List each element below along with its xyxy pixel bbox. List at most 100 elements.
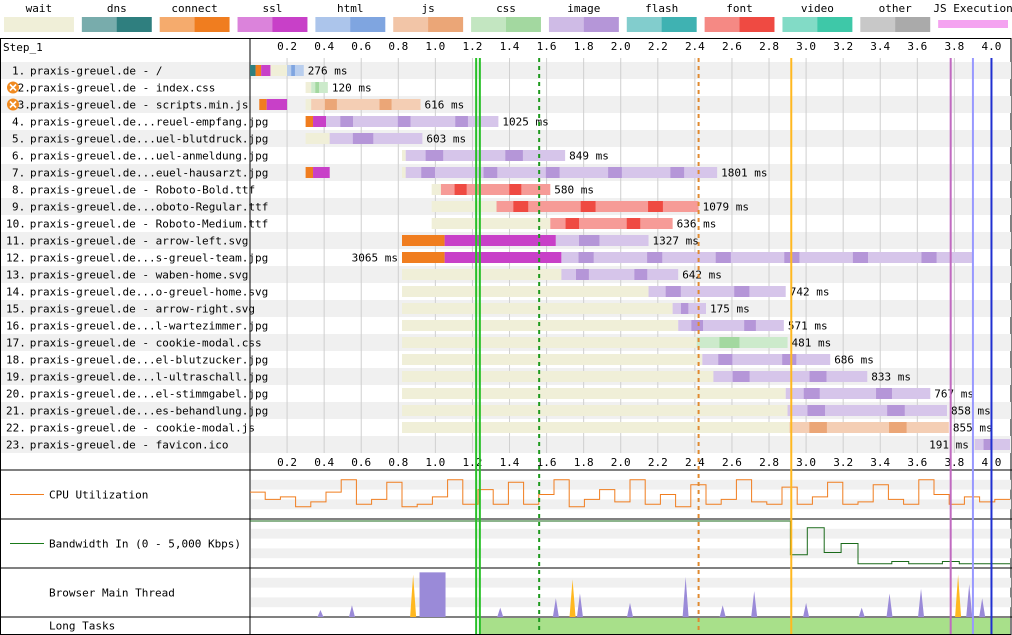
tick-bottom-18: 3.8 [944, 456, 964, 469]
tick-top-5: 1.2 [463, 40, 483, 53]
download-chunk [803, 388, 820, 399]
main-thread-spike [576, 593, 583, 617]
tick-bottom-7: 1.6 [537, 456, 557, 469]
dns-segment [250, 65, 256, 76]
request-row-14: 14. praxis-greuel.de...o-greuel-home.svg 7… [6, 286, 829, 299]
request-row-3: 3. praxis-greuel.de - scripts.min.js 616 m… [7, 98, 464, 112]
tick-top-2: 0.6 [351, 40, 371, 53]
download-chunk [291, 65, 295, 76]
content-segment [696, 337, 788, 348]
request-num: 20. [6, 388, 26, 401]
request-label: praxis-greuel.de...s-greuel-team.jpg [30, 252, 268, 265]
ssl-segment [261, 65, 271, 76]
content-segment [287, 65, 304, 76]
request-label: praxis-greuel.de - Roboto-Bold.ttf [30, 184, 255, 197]
download-chunk [576, 269, 589, 280]
tick-bottom-13: 2.8 [759, 456, 779, 469]
legend-label-11: other [879, 2, 912, 15]
wait-segment [305, 133, 330, 144]
tick-top-17: 3.6 [907, 40, 927, 53]
download-chunk [340, 116, 354, 127]
tick-bottom-0: 0.2 [277, 456, 297, 469]
main-thread-spike [803, 602, 810, 617]
tick-top-11: 2.4 [685, 40, 705, 53]
wait-segment [270, 65, 288, 76]
legend-swatch-11 [895, 17, 931, 32]
timing-label: 858 ms [951, 405, 991, 418]
download-chunk [887, 405, 905, 416]
request-row-21: 21. praxis-greuel.de...es-behandlung.jpg 8… [6, 405, 991, 418]
request-label: praxis-greuel.de - scripts.min.js [30, 99, 249, 112]
download-chunk [315, 82, 320, 93]
request-num: 9. [12, 201, 25, 214]
step-label: Step_1 [3, 41, 43, 54]
legend-swatch-6 [506, 17, 541, 32]
tick-bottom-11: 2.4 [685, 456, 705, 469]
request-label: praxis-greuel.de - Roboto-Medium.ttf [30, 218, 268, 231]
request-num: 21. [6, 405, 26, 418]
ssl-segment [266, 99, 288, 110]
content-segment [311, 82, 328, 93]
download-chunk [579, 235, 600, 246]
tick-bottom-10: 2.2 [648, 456, 668, 469]
download-chunk [665, 286, 681, 297]
legend-label-1: dns [107, 2, 127, 15]
content-segment [648, 286, 786, 297]
download-chunk [455, 116, 468, 127]
timing-label: 603 ms [426, 133, 466, 146]
content-segment [405, 167, 718, 178]
tick-bottom-8: 1.8 [574, 456, 594, 469]
download-chunk [718, 354, 733, 365]
request-num: 23. [6, 439, 26, 452]
panel-stripe [251, 577, 1011, 588]
main-thread-spike [410, 574, 417, 617]
request-label: praxis-greuel.de - waben-home.svg [30, 269, 249, 282]
row-stripe-2 [1, 96, 1011, 113]
legend-label-0: wait [26, 2, 53, 15]
ssl-segment [444, 235, 556, 246]
request-row-10: 10. praxis-greuel.de - Roboto-Medium.ttf 6… [6, 218, 716, 231]
timing-label: 481 ms [792, 337, 832, 350]
legend-swatch-10 [817, 17, 853, 32]
content-segment [311, 99, 421, 110]
row-stripe-4 [1, 130, 1011, 147]
connect-segment [259, 99, 267, 110]
timing-label: 742 ms [790, 286, 830, 299]
request-num: 5. [12, 133, 25, 146]
request-label: praxis-greuel.de - index.css [30, 82, 215, 95]
panel-stripe [251, 499, 1011, 510]
wait-segment [305, 82, 312, 93]
main-thread-spike [858, 607, 865, 617]
content-segment [561, 269, 679, 280]
request-row-18: 18. praxis-greuel.de...el-blutzucker.jpg 6… [6, 354, 874, 367]
tick-top-4: 1.0 [425, 40, 445, 53]
timing-label: 767 ms [934, 388, 974, 401]
content-segment [787, 405, 947, 416]
tick-top-19: 4.0 [982, 40, 1002, 53]
request-label: praxis-greuel.de - cookie-modal.css [30, 337, 262, 350]
request-num: 8. [12, 184, 25, 197]
tick-top-10: 2.2 [648, 40, 668, 53]
main-thread-spike [627, 602, 633, 617]
connect-segment [305, 116, 314, 127]
request-label: praxis-greuel.de...reuel-empfang.jpg [30, 116, 268, 129]
request-row-4: 4. praxis-greuel.de...reuel-empfang.jpg 10… [12, 116, 549, 129]
panel-stripe [251, 548, 1011, 559]
tick-top-14: 3.0 [796, 40, 816, 53]
wait-segment [402, 388, 786, 399]
timing-label: 833 ms [871, 371, 911, 384]
request-label: praxis-greuel.de...l-wartezimmer.jpg [30, 320, 268, 333]
download-chunk [732, 371, 750, 382]
download-chunk [680, 303, 689, 314]
legend-label-3: ssl [263, 2, 283, 15]
content-segment [326, 116, 499, 127]
wait-segment [431, 184, 441, 195]
content-segment [496, 201, 699, 212]
request-label: praxis-greuel.de - / [30, 65, 162, 78]
request-num: 4. [12, 116, 25, 129]
request-label: praxis-greuel.de...euel-hausarzt.jpg [30, 167, 268, 180]
content-segment [550, 218, 673, 229]
request-label: praxis-greuel.de...es-behandlung.jpg [30, 405, 268, 418]
download-chunk [983, 439, 992, 450]
